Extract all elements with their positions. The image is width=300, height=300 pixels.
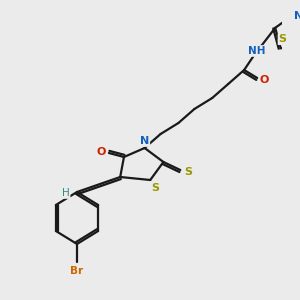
Text: S: S bbox=[279, 34, 286, 44]
Text: O: O bbox=[97, 147, 106, 157]
Text: S: S bbox=[184, 167, 192, 177]
Text: S: S bbox=[151, 183, 159, 193]
Text: O: O bbox=[259, 75, 268, 85]
Text: NH: NH bbox=[248, 46, 265, 56]
Text: N: N bbox=[140, 136, 149, 146]
Text: Br: Br bbox=[70, 266, 84, 276]
Text: H: H bbox=[62, 188, 70, 198]
Text: N: N bbox=[294, 11, 300, 21]
